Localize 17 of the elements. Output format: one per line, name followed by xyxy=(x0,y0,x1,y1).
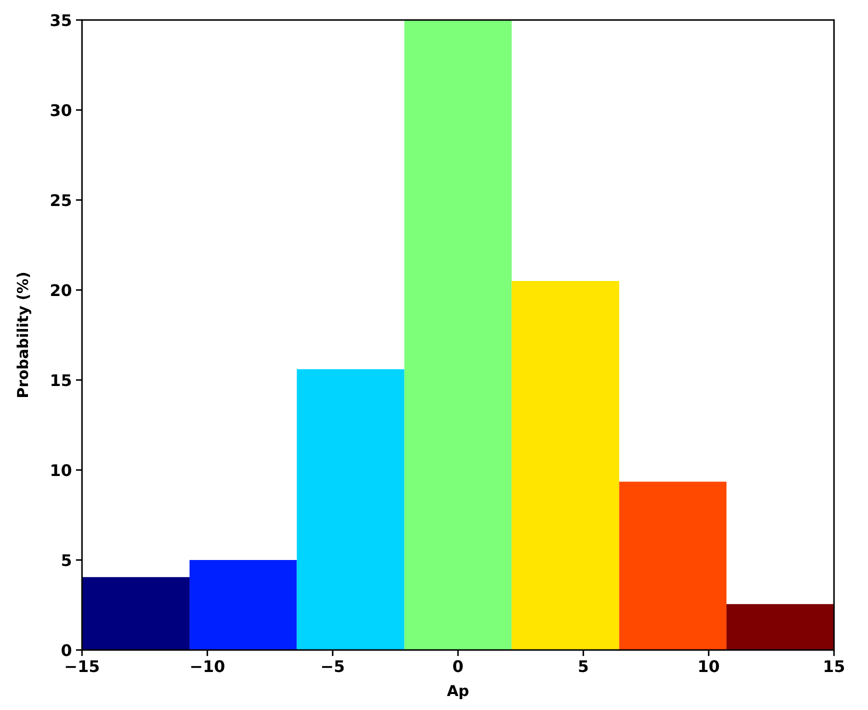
x-tick-label: 5 xyxy=(578,657,589,676)
x-axis-title: Ap xyxy=(446,682,470,700)
y-tick-label: 25 xyxy=(50,191,72,210)
x-tick-label: −10 xyxy=(189,657,226,676)
y-tick-label: 20 xyxy=(50,281,72,300)
y-tick-label: 15 xyxy=(50,371,72,390)
x-tick-label: −5 xyxy=(320,657,345,676)
x-tick-label: 15 xyxy=(822,657,846,676)
y-tick-label: 10 xyxy=(50,461,72,480)
x-tick-label: 0 xyxy=(452,657,464,676)
x-tick-label: 10 xyxy=(698,657,720,676)
y-tick-label: 30 xyxy=(50,101,72,120)
y-tick-label: 5 xyxy=(60,551,72,570)
y-tick-label: 35 xyxy=(50,11,72,30)
y-tick-label: 0 xyxy=(60,641,72,660)
y-axis-title: Probability (%) xyxy=(14,272,32,398)
x-tick-label: −15 xyxy=(64,657,100,676)
